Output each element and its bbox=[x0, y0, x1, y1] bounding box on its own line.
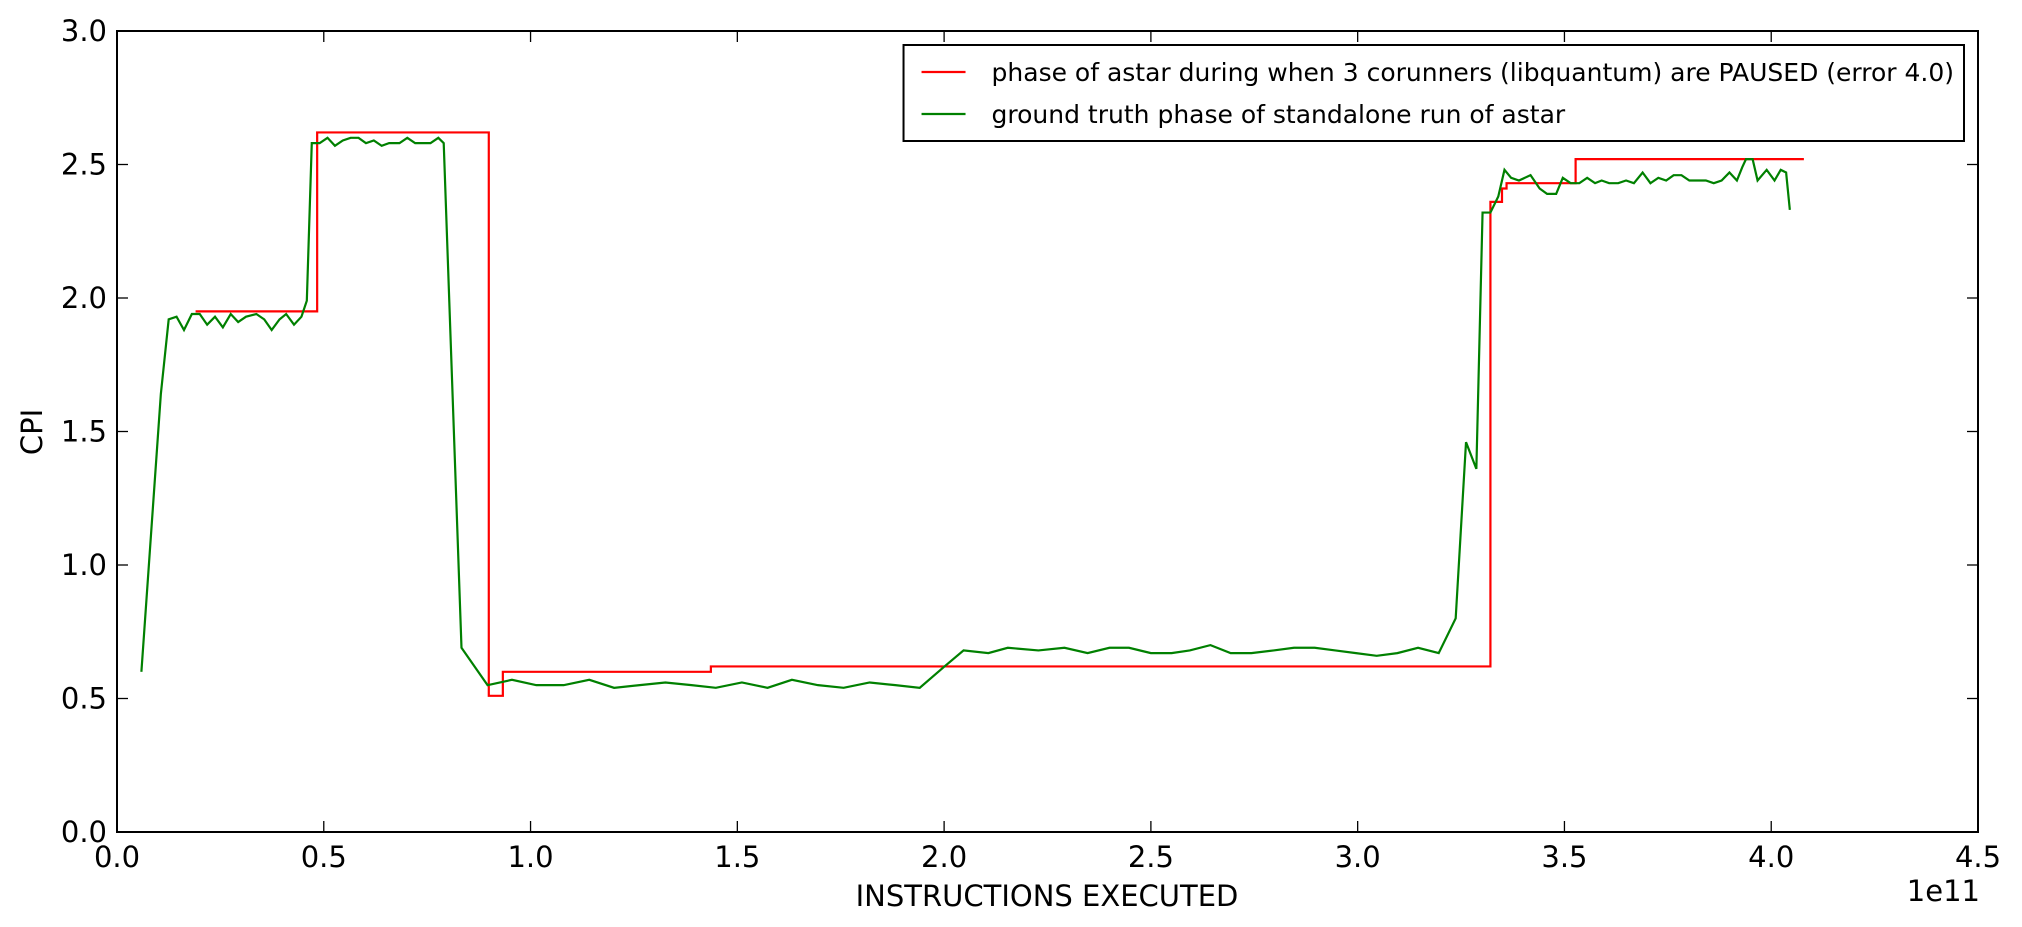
y-tick-label: 0.5 bbox=[61, 682, 107, 716]
y-tick-label: 2.5 bbox=[61, 148, 107, 182]
y-tick-label: 3.0 bbox=[61, 14, 107, 48]
x-tick-label: 3.0 bbox=[1335, 840, 1381, 874]
x-tick-label: 3.5 bbox=[1541, 840, 1587, 874]
y-tick-label: 0.0 bbox=[61, 815, 107, 849]
x-tick-label: 2.5 bbox=[1128, 840, 1174, 874]
series-line bbox=[140, 136, 1791, 689]
plot-frame bbox=[116, 30, 1979, 833]
x-tick-label: 2.0 bbox=[921, 840, 967, 874]
y-axis-label: CPI bbox=[15, 409, 49, 455]
legend-text: phase of astar during when 3 corunners (… bbox=[992, 58, 1954, 87]
x-offset-label: 1e11 bbox=[1907, 874, 1980, 908]
x-tick-label: 0.5 bbox=[301, 840, 347, 874]
y-tick-label: 1.0 bbox=[61, 548, 107, 582]
legend: phase of astar during when 3 corunners (… bbox=[902, 44, 1965, 142]
series-line bbox=[195, 131, 1804, 697]
x-tick-label: 4.5 bbox=[1955, 840, 2001, 874]
y-tick-label: 1.5 bbox=[61, 415, 107, 449]
legend-frame bbox=[902, 44, 1965, 142]
x-tick-label: 4.0 bbox=[1748, 840, 1794, 874]
x-tick-label: 1.0 bbox=[507, 840, 553, 874]
legend-text: ground truth phase of standalone run of … bbox=[992, 100, 1566, 129]
y-tick-label: 2.0 bbox=[61, 281, 107, 315]
x-tick-label: 0.0 bbox=[94, 840, 140, 874]
x-tick-label: 1.5 bbox=[714, 840, 760, 874]
x-axis-label: INSTRUCTIONS EXECUTED bbox=[856, 879, 1239, 913]
